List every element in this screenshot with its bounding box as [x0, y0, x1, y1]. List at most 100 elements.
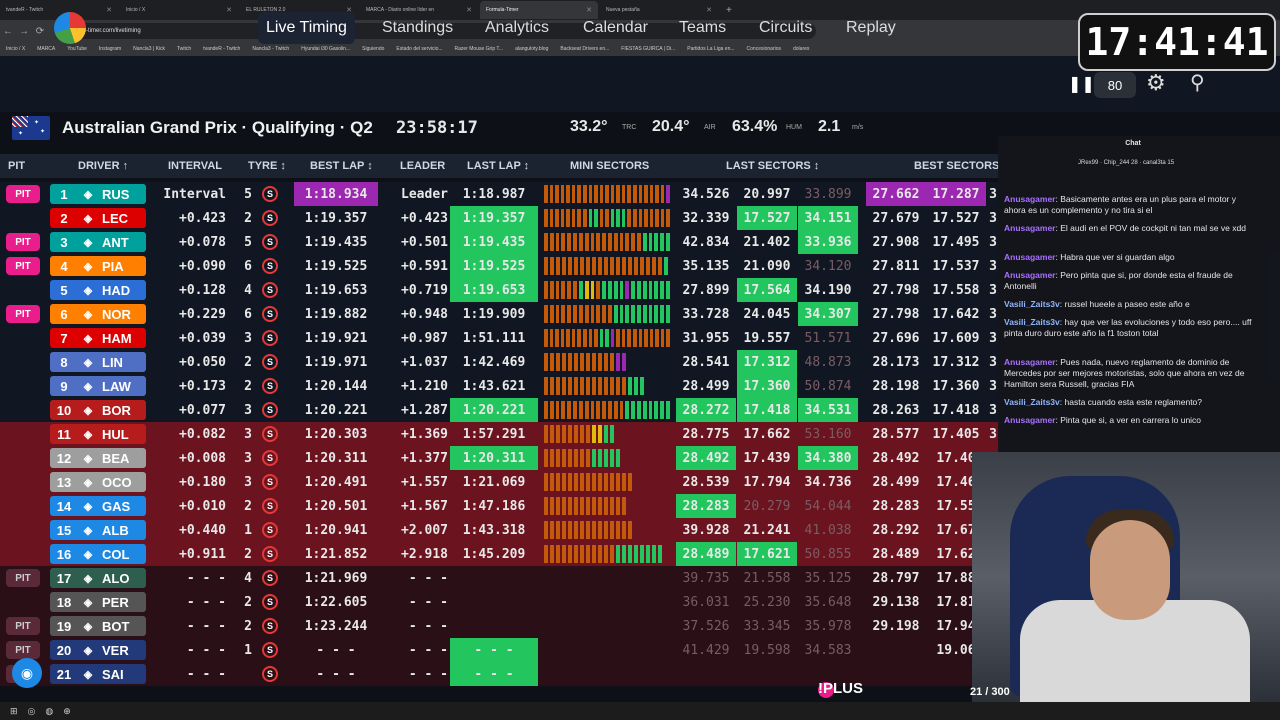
driver-badge[interactable]: 7 ◈ HAM	[50, 328, 146, 348]
table-row[interactable]: 5 ◈ HAD +0.128 4 S 1:19.653 +0.719 1:19.653 27.89…	[0, 278, 1000, 302]
bookmark-item[interactable]: Razer Mouse Grip T...	[454, 46, 504, 52]
bookmark-item[interactable]: Nancla3 | Kick	[133, 46, 166, 52]
table-row[interactable]: 16 ◈ COL +0.911 2 S 1:21.852 +2.918 1:45.209 28.4…	[0, 542, 1000, 566]
driver-badge[interactable]: 9 ◈ LAW	[50, 376, 146, 396]
chat-username[interactable]: Anusagamer	[1004, 223, 1056, 233]
driver-badge[interactable]: 8 ◈ LIN	[50, 352, 146, 372]
driver-badge[interactable]: 13 ◈ OCO	[50, 472, 146, 492]
browser-task-icon[interactable]: ◎	[27, 705, 36, 716]
driver-badge[interactable]: 16 ◈ COL	[50, 544, 146, 564]
driver-badge[interactable]: 12 ◈ BEA	[50, 448, 146, 468]
col-best-lap[interactable]: BEST LAP ↕	[310, 160, 373, 172]
nav-analytics[interactable]: Analytics	[485, 19, 550, 36]
playback-rate[interactable]: 80	[1094, 72, 1136, 98]
driver-badge[interactable]: 20 ◈ VER	[50, 640, 146, 660]
chat-username[interactable]: Anusagamer	[1004, 270, 1056, 280]
table-row[interactable]: 7 ◈ HAM +0.039 3 S 1:19.921 +0.987 1:51.111 31.95…	[0, 326, 1000, 350]
nav-teams[interactable]: Teams	[679, 19, 727, 36]
bookmark-item[interactable]: Nancla3 - Twitch	[252, 46, 290, 52]
col-leader[interactable]: LEADER	[400, 160, 446, 172]
driver-badge[interactable]: 6 ◈ NOR	[50, 304, 146, 324]
bookmark-item[interactable]: dolares	[793, 46, 810, 52]
windows-start-icon[interactable]: ⊞	[10, 705, 18, 716]
driver-badge[interactable]: 15 ◈ ALB	[50, 520, 146, 540]
close-tab-icon[interactable]: ✕	[466, 7, 472, 14]
close-tab-icon[interactable]: ✕	[346, 7, 352, 14]
pause-icon[interactable]: ❚❚	[1068, 76, 1095, 93]
close-tab-icon[interactable]: ✕	[586, 7, 592, 14]
table-row[interactable]: 10 ◈ BOR +0.077 3 S 1:20.221 +1.287 1:20.221 28.2…	[0, 398, 1000, 422]
driver-badge[interactable]: 19 ◈ BOT	[50, 616, 146, 636]
table-row[interactable]: PIT 4 ◈ PIA +0.090 6 S 1:19.525 +0.591 1:19.525 35…	[0, 254, 1000, 278]
browser-tab[interactable]: Formula-Timer ✕	[480, 1, 598, 19]
chat-username[interactable]: Vasili_Zaits3v	[1004, 317, 1060, 327]
browser-tab[interactable]: tvandeR - Twitch ✕	[0, 1, 118, 19]
table-row[interactable]: PIT 6 ◈ NOR +0.229 6 S 1:19.882 +0.948 1:19.909 33…	[0, 302, 1000, 326]
browser-tab[interactable]: EL RULETON 2.0 ✕	[240, 1, 358, 19]
bookmark-item[interactable]: Hyundai i30 Gasolin...	[301, 46, 351, 52]
address-bar[interactable]: formula-timer.com/livetiming	[56, 23, 816, 39]
chat-username[interactable]: Anusagamer	[1004, 194, 1056, 204]
bookmark-item[interactable]: Inicio / X	[6, 46, 26, 52]
nav-replay[interactable]: Replay	[846, 19, 896, 36]
driver-badge[interactable]: 18 ◈ PER	[50, 592, 146, 612]
assistant-bubble-icon[interactable]: ◉	[12, 658, 42, 688]
chat-username[interactable]: Vasili_Zaits3v	[1004, 299, 1060, 309]
table-row[interactable]: 13 ◈ OCO +0.180 3 S 1:20.491 +1.557 1:21.069 28.5…	[0, 470, 1000, 494]
table-row[interactable]: PIT 17 ◈ ALO - - - 4 S 1:21.969 - - - 39.735 21.55…	[0, 566, 1000, 590]
forward-icon[interactable]: →	[19, 25, 29, 37]
col-best-sectors[interactable]: BEST SECTORS	[914, 160, 1000, 172]
browser-tab[interactable]: MARCA - Diario online líder en ✕	[360, 1, 478, 19]
table-row[interactable]: 14 ◈ GAS +0.010 2 S 1:20.501 +1.567 1:47.186 28.2…	[0, 494, 1000, 518]
bookmark-item[interactable]: MARCA	[37, 46, 56, 52]
bookmark-item[interactable]: Twitch	[177, 46, 192, 52]
close-tab-icon[interactable]: ✕	[226, 7, 232, 14]
bookmark-item[interactable]: alanguloty.blog	[515, 46, 549, 52]
driver-badge[interactable]: 14 ◈ GAS	[50, 496, 146, 516]
driver-badge[interactable]: 10 ◈ BOR	[50, 400, 146, 420]
chat-username[interactable]: Anusagamer	[1004, 415, 1056, 425]
driver-badge[interactable]: 17 ◈ ALO	[50, 568, 146, 588]
chat-username[interactable]: Vasili_Zaits3v	[1004, 397, 1060, 407]
table-row[interactable]: PIT 19 ◈ BOT - - - 2 S 1:23.244 - - - 37.526 33.34…	[0, 614, 1000, 638]
bookmark-item[interactable]: Concesionarios	[746, 46, 781, 52]
col-pit[interactable]: PIT	[8, 160, 26, 172]
driver-badge[interactable]: 1 ◈ RUS	[50, 184, 146, 204]
driver-badge[interactable]: 21 ◈ SAI	[50, 664, 146, 684]
table-row[interactable]: 15 ◈ ALB +0.440 1 S 1:20.941 +2.007 1:43.318 39.9…	[0, 518, 1000, 542]
reload-icon[interactable]: ⟳	[35, 25, 45, 37]
browser-tab[interactable]: Inicio / X ✕	[120, 1, 238, 19]
steam-task-icon[interactable]: ⊕	[63, 705, 71, 716]
browser-tab[interactable]: Nueva pestaña ✕	[600, 1, 718, 19]
table-row[interactable]: PIT 3 ◈ ANT +0.078 5 S 1:19.435 +0.501 1:19.435 42…	[0, 230, 1000, 254]
col-last-lap[interactable]: LAST LAP ↕	[467, 160, 530, 172]
driver-badge[interactable]: 4 ◈ PIA	[50, 256, 146, 276]
driver-badge[interactable]: 5 ◈ HAD	[50, 280, 146, 300]
nav-live-timing[interactable]: Live Timing	[258, 12, 355, 44]
table-row[interactable]: PIT21◈SAI- - -S- - -- - -- - -	[0, 662, 1000, 686]
driver-badge[interactable]: 11 ◈ HUL	[50, 424, 146, 444]
col-tyre[interactable]: TYRE ↕	[248, 160, 286, 172]
table-row[interactable]: PIT 1 ◈ RUS Interval 5 S 1:18.934 Leader 1:18.987…	[0, 182, 1000, 206]
bookmark-item[interactable]: YouTube	[67, 46, 87, 52]
nav-standings[interactable]: Standings	[382, 19, 454, 36]
table-row[interactable]: 11 ◈ HUL +0.082 3 S 1:20.303 +1.369 1:57.291 28.7…	[0, 422, 1000, 446]
table-row[interactable]: 12 ◈ BEA +0.008 3 S 1:20.311 +1.377 1:20.311 28.4…	[0, 446, 1000, 470]
driver-badge[interactable]: 3 ◈ ANT	[50, 232, 146, 252]
new-tab-icon[interactable]: +	[726, 4, 732, 16]
col-last-sectors[interactable]: LAST SECTORS ↕	[726, 160, 820, 172]
driver-badge[interactable]: 2 ◈ LEC	[50, 208, 146, 228]
nav-calendar[interactable]: Calendar	[583, 19, 648, 36]
table-row[interactable]: 9 ◈ LAW +0.173 2 S 1:20.144 +1.210 1:43.621 28.49…	[0, 374, 1000, 398]
bookmark-item[interactable]: Partidos La Liga en...	[687, 46, 735, 52]
col-interval[interactable]: INTERVAL	[168, 160, 222, 172]
col-driver[interactable]: DRIVER ↑	[78, 160, 129, 172]
table-row[interactable]: 8 ◈ LIN +0.050 2 S 1:19.971 +1.037 1:42.469 28.54…	[0, 350, 1000, 374]
nav-circuits[interactable]: Circuits	[759, 19, 813, 36]
bookmark-item[interactable]: Estado del servicio...	[396, 46, 443, 52]
close-tab-icon[interactable]: ✕	[706, 7, 712, 14]
user-icon[interactable]: ⚲	[1190, 72, 1205, 94]
back-icon[interactable]: ←	[3, 25, 13, 37]
app-task-icon[interactable]: ◍	[45, 705, 54, 716]
